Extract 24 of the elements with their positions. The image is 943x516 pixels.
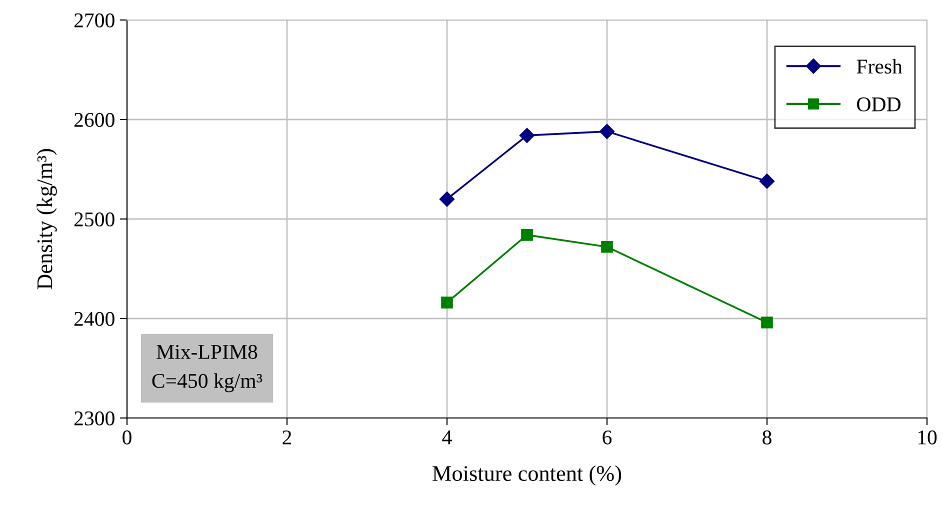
- legend-label: ODD: [857, 97, 900, 112]
- x-tick-label: 0: [122, 430, 132, 444]
- point: [439, 192, 455, 207]
- y-tick-label: 2500: [74, 212, 114, 226]
- x-tick-label: 4: [442, 430, 452, 444]
- x-tick-label: 2: [282, 430, 292, 444]
- point: [761, 316, 773, 328]
- x-tick-label: 10: [918, 430, 937, 444]
- point: [521, 229, 533, 241]
- x-axis-title: Moisture content (%): [432, 465, 622, 486]
- x-tick-label: 6: [602, 430, 612, 444]
- point: [441, 296, 453, 308]
- point: [759, 174, 775, 189]
- point: [519, 128, 535, 143]
- point: [601, 240, 613, 253]
- y-tick-label: 2400: [74, 312, 114, 326]
- y-tick-label: 2700: [74, 13, 114, 28]
- legend-label: Fresh: [856, 58, 902, 74]
- annotation: Mix-LPIM8 C=450 kg/m³: [152, 344, 262, 392]
- y-axis-title: Density (kg/m³): [36, 149, 57, 290]
- x-tick-label: 8: [762, 430, 772, 444]
- y-tick-label: 2300: [74, 411, 114, 426]
- point: [599, 124, 615, 140]
- y-tick-label: 2600: [74, 112, 114, 127]
